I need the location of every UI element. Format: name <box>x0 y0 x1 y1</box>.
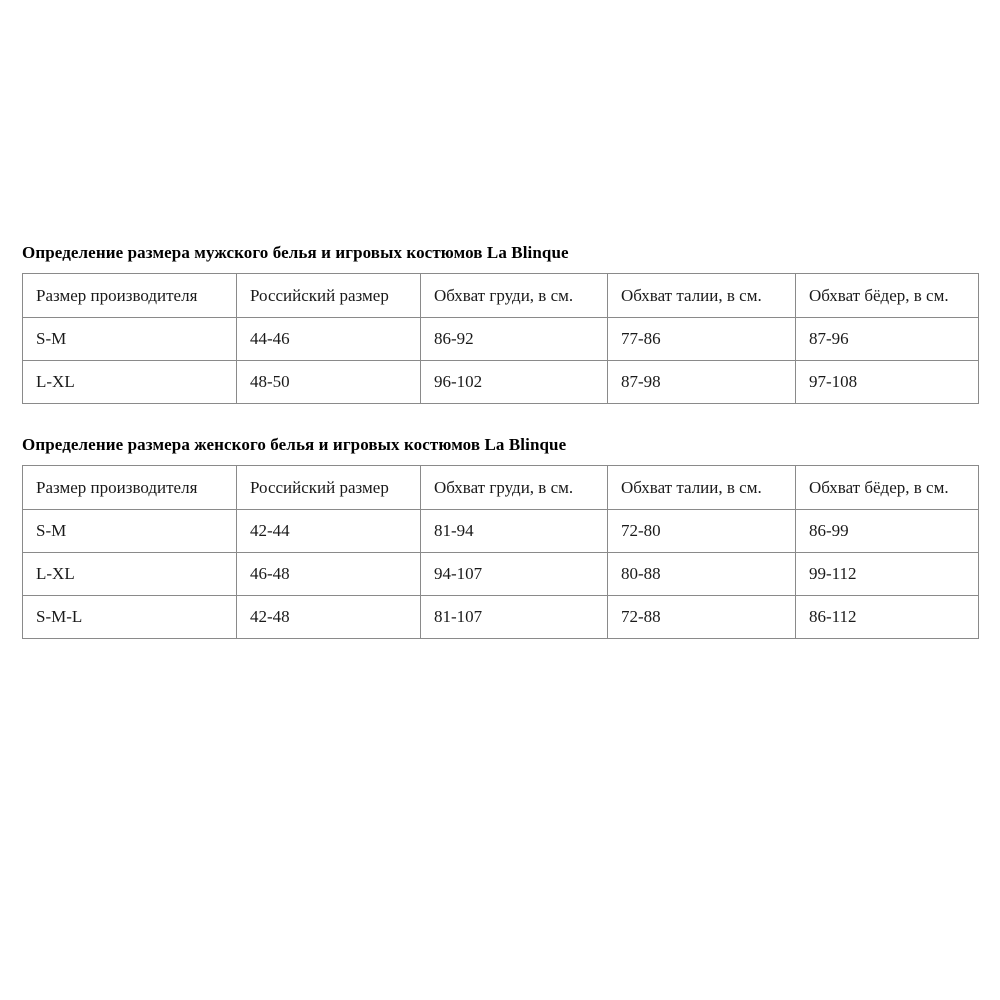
table-row: S-M-L 42-48 81-107 72-88 86-112 <box>22 595 979 639</box>
cell-hips: 87-96 <box>795 317 979 361</box>
cell-chest: 81-94 <box>420 509 608 553</box>
table-row: S-M 44-46 86-92 77-86 87-96 <box>22 317 979 361</box>
cell-hips: 86-99 <box>795 509 979 553</box>
cell-waist: 72-80 <box>607 509 796 553</box>
column-header-manufacturer-size: Размер производителя <box>22 465 237 510</box>
cell-manufacturer-size: S-M <box>22 509 237 553</box>
table-header-row: Размер производителя Российский размер О… <box>22 273 979 318</box>
cell-russian-size: 44-46 <box>236 317 421 361</box>
column-header-russian-size: Российский размер <box>236 273 421 318</box>
cell-manufacturer-size: S-M-L <box>22 595 237 639</box>
cell-chest: 86-92 <box>420 317 608 361</box>
cell-russian-size: 42-44 <box>236 509 421 553</box>
cell-waist: 80-88 <box>607 552 796 596</box>
column-header-chest: Обхват груди, в см. <box>420 465 608 510</box>
cell-chest: 81-107 <box>420 595 608 639</box>
column-header-chest: Обхват груди, в см. <box>420 273 608 318</box>
men-size-section: Определение размера мужского белья и игр… <box>22 242 979 404</box>
cell-russian-size: 48-50 <box>236 360 421 404</box>
cell-chest: 96-102 <box>420 360 608 404</box>
cell-waist: 77-86 <box>607 317 796 361</box>
table-header-row: Размер производителя Российский размер О… <box>22 465 979 510</box>
cell-hips: 86-112 <box>795 595 979 639</box>
cell-hips: 97-108 <box>795 360 979 404</box>
table-row: S-M 42-44 81-94 72-80 86-99 <box>22 509 979 553</box>
cell-manufacturer-size: S-M <box>22 317 237 361</box>
cell-russian-size: 42-48 <box>236 595 421 639</box>
cell-manufacturer-size: L-XL <box>22 360 237 404</box>
cell-chest: 94-107 <box>420 552 608 596</box>
column-header-manufacturer-size: Размер производителя <box>22 273 237 318</box>
table-row: L-XL 48-50 96-102 87-98 97-108 <box>22 360 979 404</box>
cell-waist: 87-98 <box>607 360 796 404</box>
women-size-table: Размер производителя Российский размер О… <box>22 465 979 639</box>
column-header-russian-size: Российский размер <box>236 465 421 510</box>
column-header-waist: Обхват талии, в см. <box>607 465 796 510</box>
men-size-heading: Определение размера мужского белья и игр… <box>22 243 569 262</box>
cell-hips: 99-112 <box>795 552 979 596</box>
women-size-heading: Определение размера женского белья и игр… <box>22 435 567 454</box>
cell-waist: 72-88 <box>607 595 796 639</box>
table-row: L-XL 46-48 94-107 80-88 99-112 <box>22 552 979 596</box>
cell-russian-size: 46-48 <box>236 552 421 596</box>
column-header-hips: Обхват бёдер, в см. <box>795 273 979 318</box>
column-header-waist: Обхват талии, в см. <box>607 273 796 318</box>
column-header-hips: Обхват бёдер, в см. <box>795 465 979 510</box>
cell-manufacturer-size: L-XL <box>22 552 237 596</box>
men-size-table: Размер производителя Российский размер О… <box>22 273 979 404</box>
women-size-section: Определение размера женского белья и игр… <box>22 434 979 639</box>
